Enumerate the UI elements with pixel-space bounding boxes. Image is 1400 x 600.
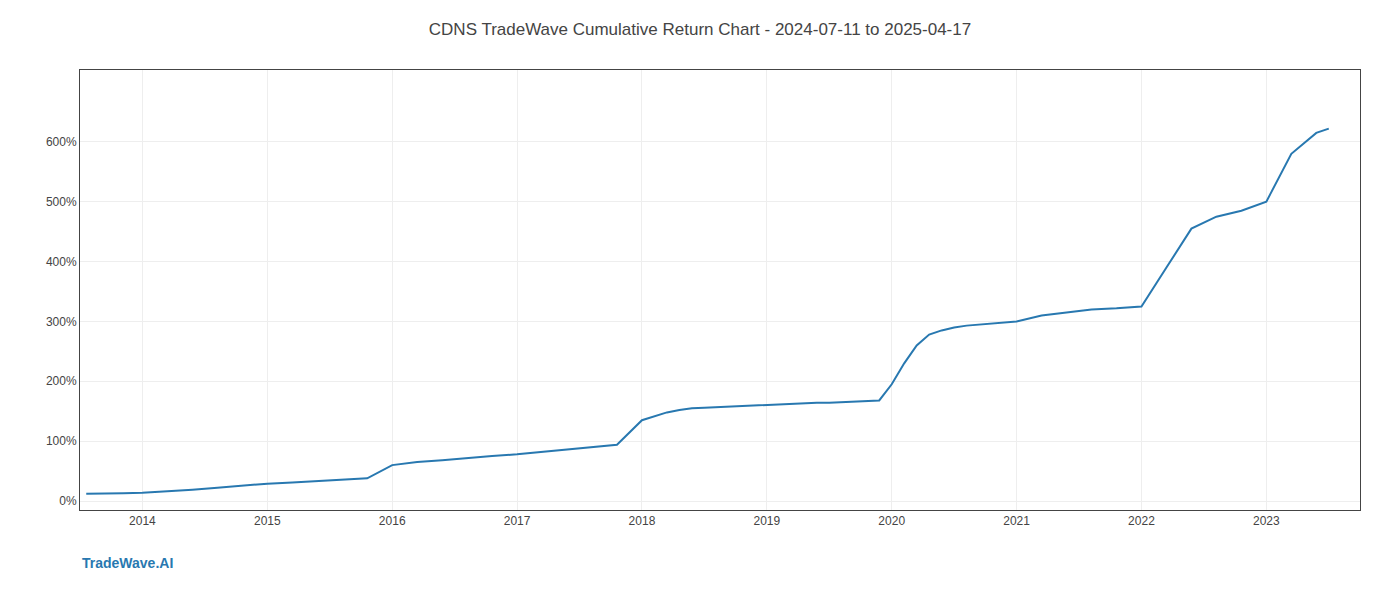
svg-text:600%: 600%	[46, 135, 77, 149]
svg-text:2020: 2020	[878, 514, 905, 528]
svg-text:2018: 2018	[629, 514, 656, 528]
svg-text:100%: 100%	[46, 434, 77, 448]
svg-text:CDNS TradeWave Cumulative Retu: CDNS TradeWave Cumulative Return Chart -…	[429, 20, 971, 39]
svg-text:300%: 300%	[46, 315, 77, 329]
svg-text:2014: 2014	[129, 514, 156, 528]
svg-text:2016: 2016	[379, 514, 406, 528]
svg-text:200%: 200%	[46, 374, 77, 388]
svg-text:TradeWave.AI: TradeWave.AI	[82, 555, 173, 571]
svg-text:500%: 500%	[46, 195, 77, 209]
svg-text:2015: 2015	[254, 514, 281, 528]
svg-text:0%: 0%	[59, 494, 77, 508]
svg-text:2023: 2023	[1253, 514, 1280, 528]
svg-text:2021: 2021	[1003, 514, 1030, 528]
svg-text:2017: 2017	[504, 514, 531, 528]
svg-text:400%: 400%	[46, 255, 77, 269]
svg-text:2019: 2019	[753, 514, 780, 528]
svg-text:2022: 2022	[1128, 514, 1155, 528]
